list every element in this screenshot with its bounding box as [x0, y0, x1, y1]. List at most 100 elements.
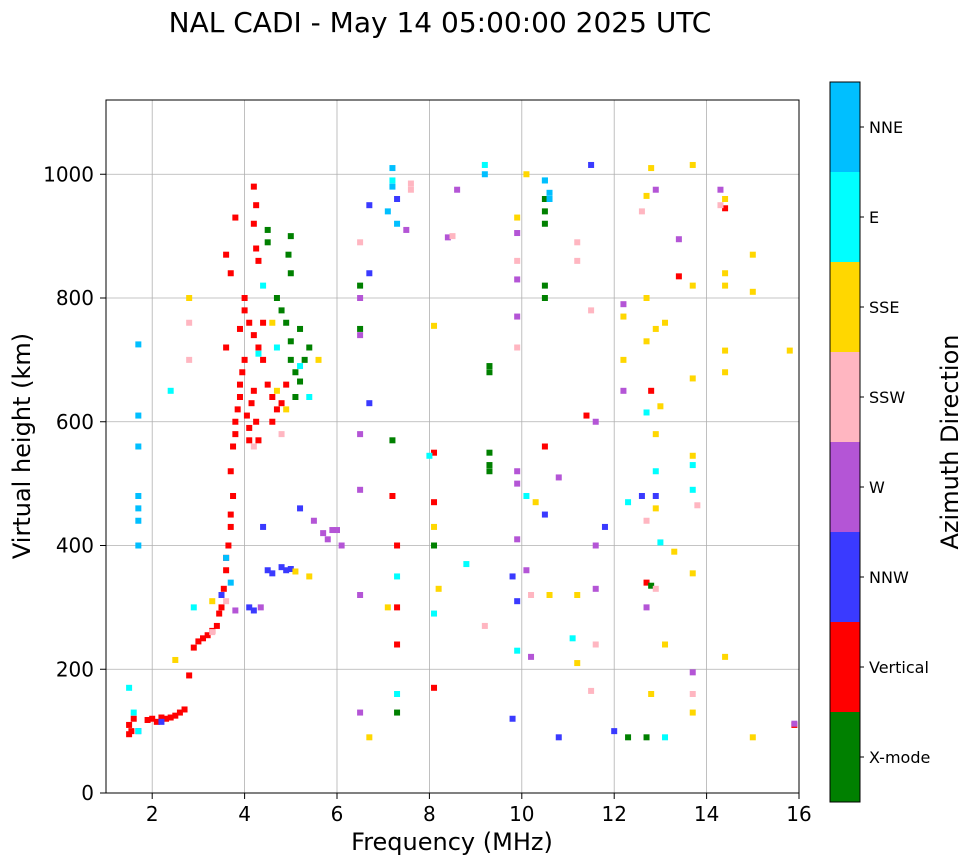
data-point [652, 468, 659, 475]
data-point [232, 418, 239, 425]
y-tick-label: 600 [56, 410, 94, 434]
x-tick-label: 14 [694, 802, 719, 826]
data-point [643, 338, 650, 345]
data-point [320, 530, 327, 537]
x-tick-label: 12 [601, 802, 626, 826]
data-point [426, 452, 433, 459]
data-point [153, 718, 160, 725]
data-point [481, 161, 488, 168]
data-point [486, 468, 493, 475]
data-point [200, 635, 207, 642]
colorbar-frame [829, 81, 861, 803]
data-point [250, 387, 257, 394]
data-point [253, 245, 260, 252]
series-w [232, 186, 798, 727]
data-point [662, 641, 669, 648]
data-point [223, 598, 230, 605]
data-point [384, 604, 391, 611]
data-point [218, 604, 225, 611]
colorbar-segment [830, 442, 860, 532]
data-point [128, 728, 135, 735]
data-point [126, 684, 133, 691]
data-point [394, 604, 401, 611]
data-point [689, 709, 696, 716]
data-point [652, 505, 659, 512]
data-point [195, 638, 202, 645]
series-nne [135, 165, 553, 586]
data-point [588, 161, 595, 168]
data-point [366, 202, 373, 209]
data-point [509, 715, 516, 722]
data-point [514, 230, 521, 237]
data-point [722, 205, 729, 212]
data-point [149, 715, 156, 722]
x-tick-label: 16 [786, 802, 811, 826]
data-point [236, 325, 243, 332]
data-point [514, 480, 521, 487]
data-point [135, 505, 142, 512]
data-point [248, 400, 255, 407]
data-point [135, 542, 142, 549]
data-point [264, 381, 271, 388]
data-point [329, 527, 336, 534]
data-point [592, 585, 599, 592]
data-point [297, 505, 304, 512]
data-point [260, 319, 267, 326]
data-point [643, 295, 650, 301]
x-tick-label: 10 [509, 802, 534, 826]
data-point [722, 196, 729, 202]
y-tick-label: 200 [56, 657, 94, 681]
data-point [389, 183, 396, 190]
data-point [592, 542, 599, 549]
data-point [135, 493, 142, 499]
data-point [227, 468, 234, 475]
data-point [546, 189, 553, 196]
colorbar-tick-label: Vertical [869, 658, 929, 677]
data-point [389, 493, 396, 499]
data-point [514, 214, 521, 221]
data-point [264, 567, 271, 574]
data-point [592, 641, 599, 648]
data-point [435, 585, 442, 592]
data-point [357, 295, 364, 301]
data-point [791, 720, 798, 727]
data-point [223, 554, 230, 561]
data-point [253, 202, 260, 209]
data-point [592, 418, 599, 425]
data-point [555, 734, 562, 741]
data-point [357, 325, 364, 332]
data-point [689, 486, 696, 493]
data-point [652, 186, 659, 193]
x-tick-label: 4 [238, 802, 251, 826]
y-tick-label: 800 [56, 286, 94, 310]
data-point [689, 462, 696, 469]
data-point [236, 381, 243, 388]
data-point [246, 437, 253, 444]
data-point [541, 208, 548, 215]
x-tick-label: 2 [146, 802, 159, 826]
data-point [255, 350, 262, 357]
data-point [625, 734, 632, 741]
data-point [620, 387, 627, 394]
data-point [126, 731, 133, 738]
data-point [643, 409, 650, 416]
data-point [389, 177, 396, 184]
series-nnw [135, 161, 659, 741]
data-point [176, 709, 183, 716]
data-point [287, 270, 294, 277]
data-point [283, 381, 290, 388]
data-point [227, 511, 234, 518]
data-point [643, 734, 650, 741]
data-point [209, 629, 216, 636]
data-point [278, 431, 285, 438]
data-point [431, 322, 438, 329]
data-point [264, 239, 271, 246]
series-e [126, 161, 696, 741]
data-point [269, 319, 276, 326]
data-point [250, 332, 257, 339]
data-point [253, 418, 260, 425]
data-point [546, 592, 553, 598]
data-point [583, 412, 590, 419]
data-point [246, 319, 253, 326]
